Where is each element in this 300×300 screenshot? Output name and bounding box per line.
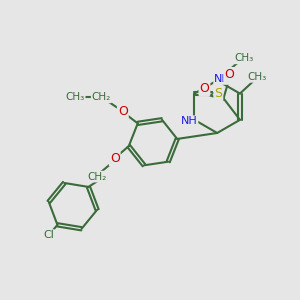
Text: O: O [200,82,209,95]
Text: O: O [118,105,128,118]
Text: CH₂: CH₂ [88,172,107,182]
Text: O: O [224,68,234,81]
Text: CH₂: CH₂ [92,92,111,102]
Text: O: O [110,152,120,165]
Text: S: S [214,87,222,100]
Text: CH₃: CH₃ [247,72,267,82]
Text: CH₃: CH₃ [65,92,85,102]
Text: Cl: Cl [44,230,54,240]
Text: NH: NH [181,116,197,126]
Text: NH: NH [214,74,231,84]
Text: CH₃: CH₃ [235,53,254,63]
